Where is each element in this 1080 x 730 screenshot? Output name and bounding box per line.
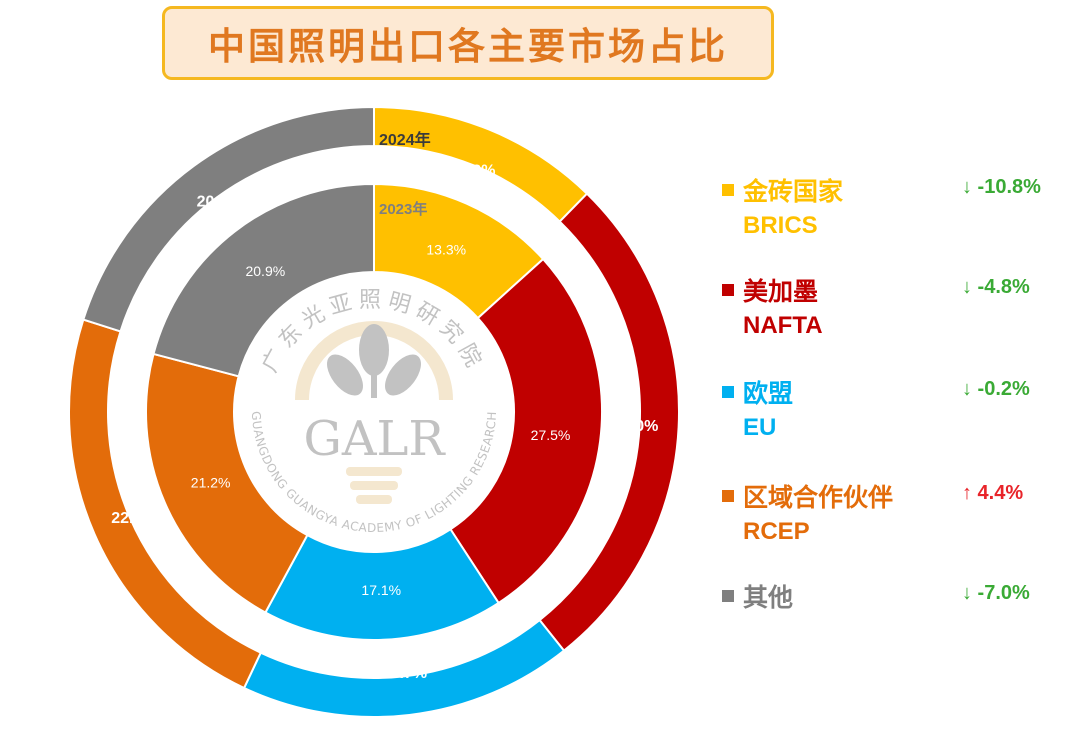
legend-label-en: EU [743,414,777,441]
legend-change-value: ↓ -10.8% [962,176,1041,198]
legend-item-RCEP: 区域合作伙伴 RCEP [722,478,893,546]
outer-ring-value-label: 22.9% [111,510,156,527]
galr-watermark-logo: GALR 广东光亚照明研究院 GUANGDONG GUANGYA ACADEMY… [234,272,514,552]
inner-ring-value-label: 21.2% [191,475,231,491]
inner-ring-value-label: 27.5% [531,427,571,443]
legend-change-value: ↓ -0.2% [962,378,1030,400]
outer-ring-segment-other [82,105,375,333]
legend-label-en: BRICS [743,212,818,239]
outer-ring-year-label: 2024年 [379,130,431,149]
legend-color-swatch [722,386,734,398]
legend-item-NAFTA: 美加墨 NAFTA [722,272,823,340]
watermark-logo-text: GALR [303,411,446,467]
legend-label-en: NAFTA [743,312,823,339]
outer-ring-value-label: 12.3% [450,162,495,179]
legend-color-swatch [722,590,734,602]
legend-label-cn: 金砖国家 [722,172,843,208]
inner-ring-value-label: 17.1% [361,582,401,598]
legend-label-cn: 美加墨 [722,272,823,308]
legend-label-en: RCEP [743,518,810,545]
legend-label-cn: 其他 [722,578,793,614]
outer-ring-value-label: 17.7% [382,665,427,682]
chart-title-box: 中国照明出口各主要市场占比 [162,6,774,80]
legend-item-BRICS: 金砖国家 BRICS [722,172,843,240]
legend-change-value: ↓ -4.8% [962,276,1030,298]
legend-change-value: ↓ -7.0% [962,582,1030,604]
legend-item-other: 其他 [722,578,793,614]
outer-ring-value-label: 27.0% [613,418,658,435]
legend-color-swatch [722,184,734,196]
chart-title: 中国照明出口各主要市场占比 [208,25,728,68]
legend-label-cn: 欧盟 [722,374,793,410]
inner-ring-value-label: 13.3% [426,241,466,257]
legend-item-EU: 欧盟 EU [722,374,793,442]
legend-change-value: ↑ 4.4% [962,482,1024,504]
outer-ring-value-label: 20.1% [197,194,242,211]
legend-color-swatch [722,490,734,502]
inner-ring-year-label: 2023年 [379,200,427,218]
legend-label-cn: 区域合作伙伴 [722,478,893,514]
inner-ring-value-label: 20.9% [245,263,285,279]
legend-color-swatch [722,284,734,296]
